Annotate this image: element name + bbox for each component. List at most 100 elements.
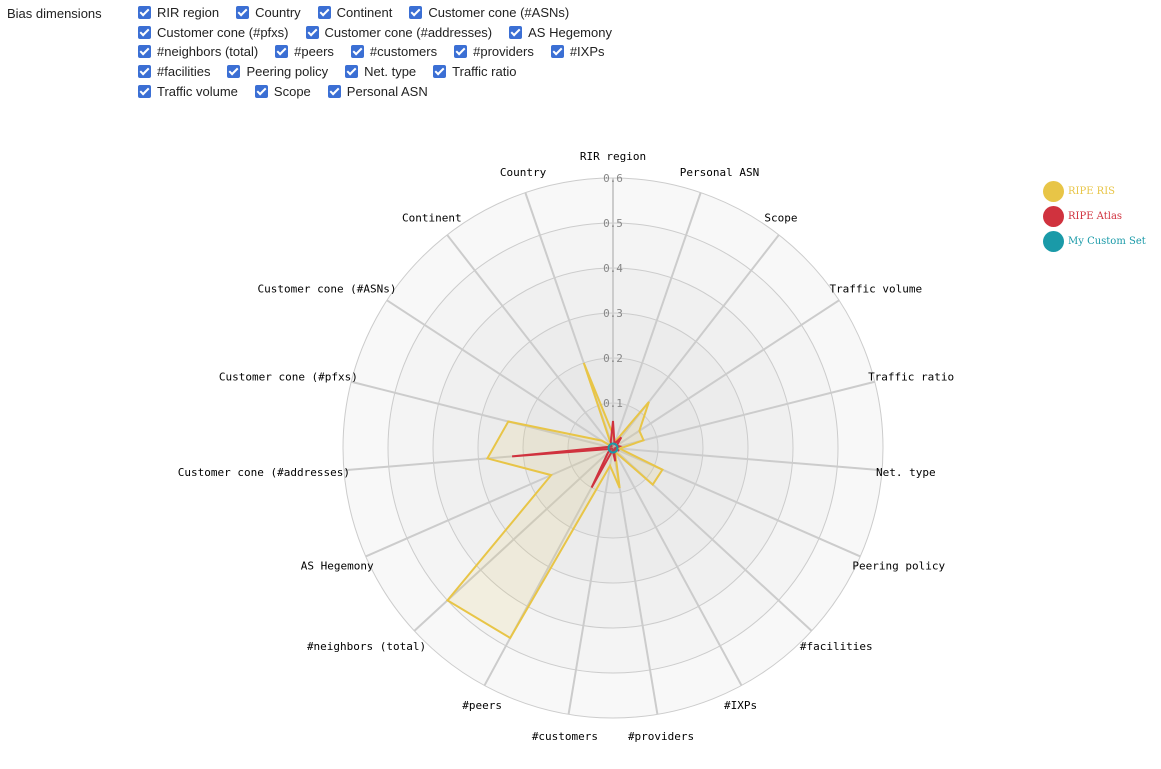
axis-label-net-type: Net. type <box>876 466 936 479</box>
axis-label-traffic-volume: Traffic volume <box>829 282 922 295</box>
checkbox-customer-cone-n-addresses[interactable]: Customer cone (#addresses) <box>305 24 493 40</box>
checkbox-as-hegemony[interactable]: AS Hegemony <box>509 25 612 40</box>
axis-label-customer-cone-n-pfxs: Customer cone (#pfxs) <box>219 370 358 383</box>
checkbox-checked-icon[interactable] <box>236 6 250 20</box>
checkbox-checked-icon[interactable] <box>350 45 364 59</box>
checkbox-checked-icon[interactable] <box>254 84 268 98</box>
checkbox-customer-cone-n-pfxs[interactable]: Customer cone (#pfxs) <box>138 25 289 40</box>
checkbox-rir-region[interactable]: RIR region <box>138 5 219 20</box>
checkbox-checked-icon[interactable] <box>305 25 319 39</box>
checkbox-label: Continent <box>336 5 393 21</box>
checkbox-label: Traffic ratio <box>452 64 517 80</box>
legend-dot-icon <box>1043 206 1064 227</box>
checkbox-checked-icon[interactable] <box>275 45 289 59</box>
checkbox-label: #peers <box>294 44 334 60</box>
checkbox-personal-asn[interactable]: Personal ASN <box>327 84 428 99</box>
axis-spoke <box>612 447 743 686</box>
checkbox-checked-icon[interactable] <box>317 6 331 20</box>
axis-label-n-neighbors-total: #neighbors (total) <box>307 640 426 653</box>
radial-tick-label: 0.3 <box>603 307 623 320</box>
axis-spoke <box>567 447 614 715</box>
legend-item-ripe-ris[interactable]: RIPE RIS <box>1043 179 1146 204</box>
legend-label: RIPE RIS <box>1068 186 1116 197</box>
checkbox-traffic-volume[interactable]: Traffic volume <box>138 84 238 99</box>
checkbox-label: Traffic volume <box>157 83 238 99</box>
checkbox-label: AS Hegemony <box>528 24 612 40</box>
axis-label-country: Country <box>500 166 547 179</box>
chart-legend: RIPE RIS RIPE Atlas My Custom Set <box>1043 179 1146 254</box>
checkbox-row: RIR region Country Continent Customer cone … <box>138 3 629 23</box>
checkbox-n-ixps[interactable]: #IXPs <box>550 44 605 60</box>
checkbox-n-facilities[interactable]: #facilities <box>138 64 210 79</box>
legend-item-ripe-atlas[interactable]: RIPE Atlas <box>1043 204 1146 229</box>
checkbox-checked-icon[interactable] <box>345 65 359 79</box>
checkbox-label: #providers <box>473 44 534 60</box>
axis-label-scope: Scope <box>764 212 797 225</box>
checkbox-label: RIR region <box>157 5 220 21</box>
axis-spoke <box>612 192 702 449</box>
radial-tick-label: 0.5 <box>603 217 623 230</box>
checkbox-row: Traffic volume Scope Personal ASN <box>138 81 629 101</box>
checkbox-checked-icon[interactable] <box>409 6 423 20</box>
checkbox-net-type[interactable]: Net. type <box>345 64 416 79</box>
checkbox-row: #facilities Peering policy Net. type Traffi… <box>138 62 629 82</box>
checkbox-n-providers[interactable]: #providers <box>454 44 534 59</box>
checkbox-label: Net. type <box>364 64 417 80</box>
series-my-custom-set <box>607 442 619 454</box>
axis-spoke <box>365 447 614 558</box>
checkbox-checked-icon[interactable] <box>138 45 151 59</box>
checkbox-customer-cone-n-asns[interactable]: Customer cone (#ASNs) <box>409 5 569 20</box>
checkbox-scope[interactable]: Scope <box>254 84 311 99</box>
axis-label-n-facilities: #facilities <box>800 640 873 653</box>
checkbox-checked-icon[interactable] <box>327 84 341 98</box>
checkbox-checked-icon[interactable] <box>138 6 151 20</box>
checkbox-row: Customer cone (#pfxs) Customer cone (#add… <box>138 23 629 43</box>
checkbox-checked-icon[interactable] <box>550 45 564 59</box>
radial-tick-label: 0.4 <box>603 262 623 275</box>
legend-label: My Custom Set <box>1068 236 1146 247</box>
legend-item-my-custom-set[interactable]: My Custom Set <box>1043 229 1146 254</box>
radial-tick-label: 0.2 <box>603 352 623 365</box>
checkbox-label: #customers <box>369 44 438 60</box>
axis-spoke <box>386 299 614 449</box>
legend-dot-icon <box>1043 231 1064 252</box>
checkbox-checked-icon[interactable] <box>138 65 151 79</box>
checkbox-label: Customer cone (#ASNs) <box>428 5 570 21</box>
radial-tick-label: 0.1 <box>603 397 623 410</box>
axis-label-n-ixps: #IXPs <box>724 699 757 712</box>
checkbox-label: Customer cone (#addresses) <box>324 24 493 40</box>
checkbox-peering-policy[interactable]: Peering policy <box>227 64 328 79</box>
checkbox-country[interactable]: Country <box>236 5 301 20</box>
checkbox-checked-icon[interactable] <box>227 65 241 79</box>
checkbox-n-peers[interactable]: #peers <box>275 44 334 59</box>
checkbox-label: Customer cone (#pfxs) <box>157 24 289 40</box>
axis-label-peering-policy: Peering policy <box>852 559 945 572</box>
axis-spoke <box>351 380 614 449</box>
checkbox-label: #neighbors (total) <box>157 44 259 60</box>
checkbox-traffic-ratio[interactable]: Traffic ratio <box>433 64 516 79</box>
checkbox-label: Country <box>255 5 301 21</box>
axis-label-n-peers: #peers <box>462 699 502 712</box>
axis-label-traffic-ratio: Traffic ratio <box>868 370 954 383</box>
axis-label-continent: Continent <box>402 212 462 225</box>
checkbox-n-customers[interactable]: #customers <box>350 44 438 60</box>
checkbox-checked-icon[interactable] <box>509 25 523 39</box>
checkbox-checked-icon[interactable] <box>138 25 151 39</box>
checkbox-checked-icon[interactable] <box>454 45 468 59</box>
axis-spoke <box>446 234 614 449</box>
checkbox-checked-icon[interactable] <box>433 65 447 79</box>
legend-label: RIPE Atlas <box>1068 211 1123 222</box>
checkbox-checked-icon[interactable] <box>138 84 151 98</box>
axis-label-customer-cone-n-addresses: Customer cone (#addresses) <box>178 466 350 479</box>
checkbox-row: #neighbors (total) #peers #customers #provi… <box>138 42 629 62</box>
checkbox-n-neighbors-total[interactable]: #neighbors (total) <box>138 44 258 59</box>
axis-spoke <box>612 447 883 472</box>
checkbox-continent[interactable]: Continent <box>317 5 393 21</box>
checkbox-label: #IXPs <box>569 44 605 60</box>
axis-label-n-customers: #customers <box>532 730 598 743</box>
axis-label-rir-region: RIR region <box>580 150 646 163</box>
axis-label-personal-asn: Personal ASN <box>680 166 759 179</box>
axis-label-customer-cone-n-asns: Customer cone (#ASNs) <box>257 282 396 295</box>
bias-dimensions-label: Bias dimensions <box>7 6 102 21</box>
